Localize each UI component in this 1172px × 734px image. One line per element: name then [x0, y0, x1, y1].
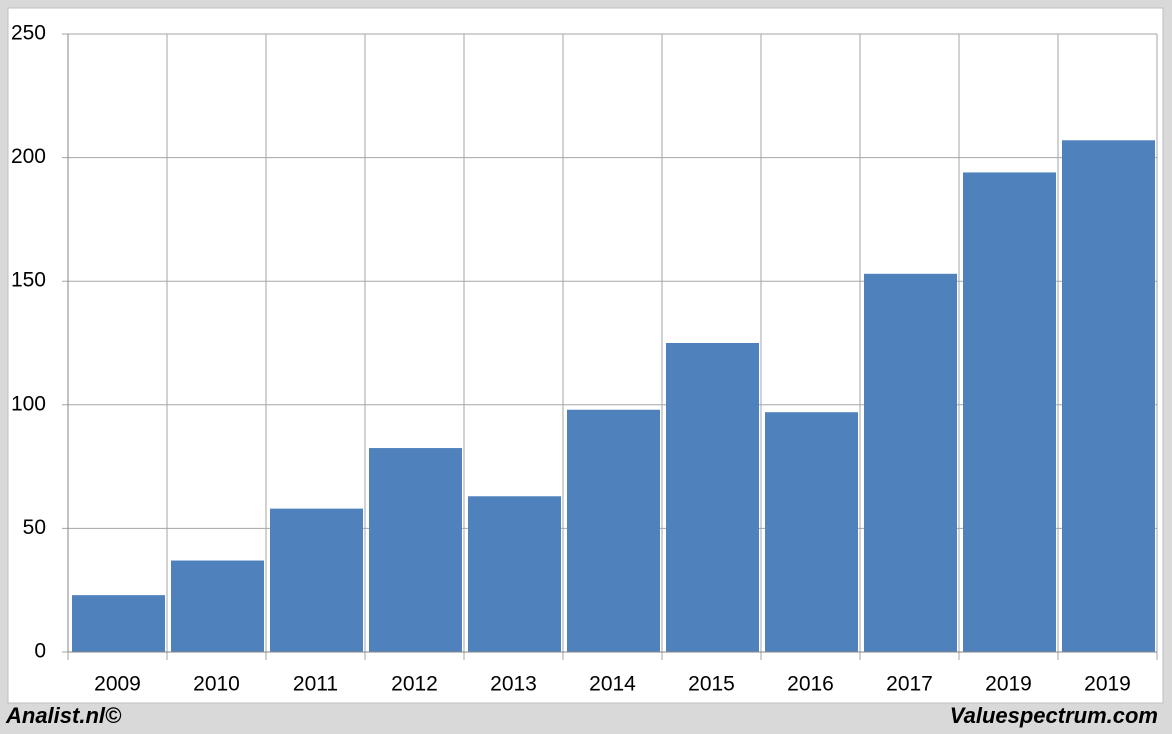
x-tick-label: 2013: [490, 673, 537, 696]
x-tick-label: 2017: [886, 673, 933, 696]
x-tick-label: 2015: [688, 673, 735, 696]
bar: [468, 496, 561, 652]
x-tick-label: 2010: [193, 673, 240, 696]
y-tick-label: 50: [23, 516, 46, 539]
bar: [171, 560, 264, 652]
x-tick-label: 2016: [787, 673, 834, 696]
bar: [72, 595, 165, 652]
bar: [369, 448, 462, 652]
y-tick-label: 250: [11, 22, 46, 45]
bar: [765, 412, 858, 652]
watermark-label: Valuespectrum.com: [950, 703, 1158, 728]
bar: [666, 343, 759, 652]
source-label: Analist.nl©: [5, 703, 122, 728]
bar: [270, 508, 363, 652]
bar: [864, 273, 957, 652]
y-tick-label: 100: [11, 392, 46, 415]
x-tick-label: 2011: [293, 673, 338, 696]
y-tick-label: 0: [34, 640, 46, 663]
x-tick-label: 2019: [1084, 673, 1131, 696]
x-tick-label: 2012: [391, 673, 438, 696]
x-tick-label: 2014: [589, 673, 636, 696]
bar: [567, 409, 660, 652]
x-tick-label: 2009: [94, 673, 141, 696]
y-tick-label: 150: [11, 269, 46, 292]
y-tick-label: 200: [11, 145, 46, 168]
bar: [963, 172, 1056, 652]
x-tick-label: 2019: [985, 673, 1032, 696]
bar: [1062, 140, 1155, 652]
